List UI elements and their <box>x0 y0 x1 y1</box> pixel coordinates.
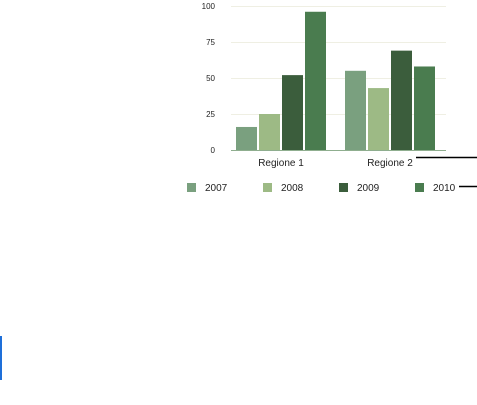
legend-label: 2008 <box>281 183 304 194</box>
focus-indicator <box>0 336 2 380</box>
y-tick-label: 0 <box>211 146 216 155</box>
bar-2010-1 <box>305 11 326 151</box>
bars <box>236 11 435 151</box>
x-category-label: Regione 2 <box>367 158 413 169</box>
y-tick-label: 50 <box>206 74 215 83</box>
legend-swatch <box>339 183 348 192</box>
bar-2008-2 <box>368 88 389 150</box>
x-category-label: Regione 1 <box>258 158 304 169</box>
bar-2007-1 <box>236 126 257 150</box>
legend-label: 2009 <box>357 183 380 194</box>
legend-label: 2007 <box>205 183 228 194</box>
legend-swatch <box>187 183 196 192</box>
bar-2008-1 <box>259 114 280 150</box>
bar-2007-2 <box>345 70 366 150</box>
legend: 2007 2008 2009 2010 <box>187 183 456 194</box>
y-tick-label: 75 <box>206 38 215 47</box>
bar-2009-2 <box>391 50 412 150</box>
bar-2010-2 <box>414 66 435 150</box>
x-axis-categories: Regione 1 Regione 2 <box>258 158 413 169</box>
bar-2009-1 <box>282 75 303 150</box>
legend-swatch <box>415 183 424 192</box>
legend-swatch <box>263 183 272 192</box>
grid-lines <box>231 6 446 115</box>
y-axis-ticks: 0 25 50 75 100 <box>202 2 216 155</box>
legend-label: 2010 <box>433 183 456 194</box>
y-tick-label: 100 <box>202 2 216 11</box>
y-tick-label: 25 <box>206 110 215 119</box>
